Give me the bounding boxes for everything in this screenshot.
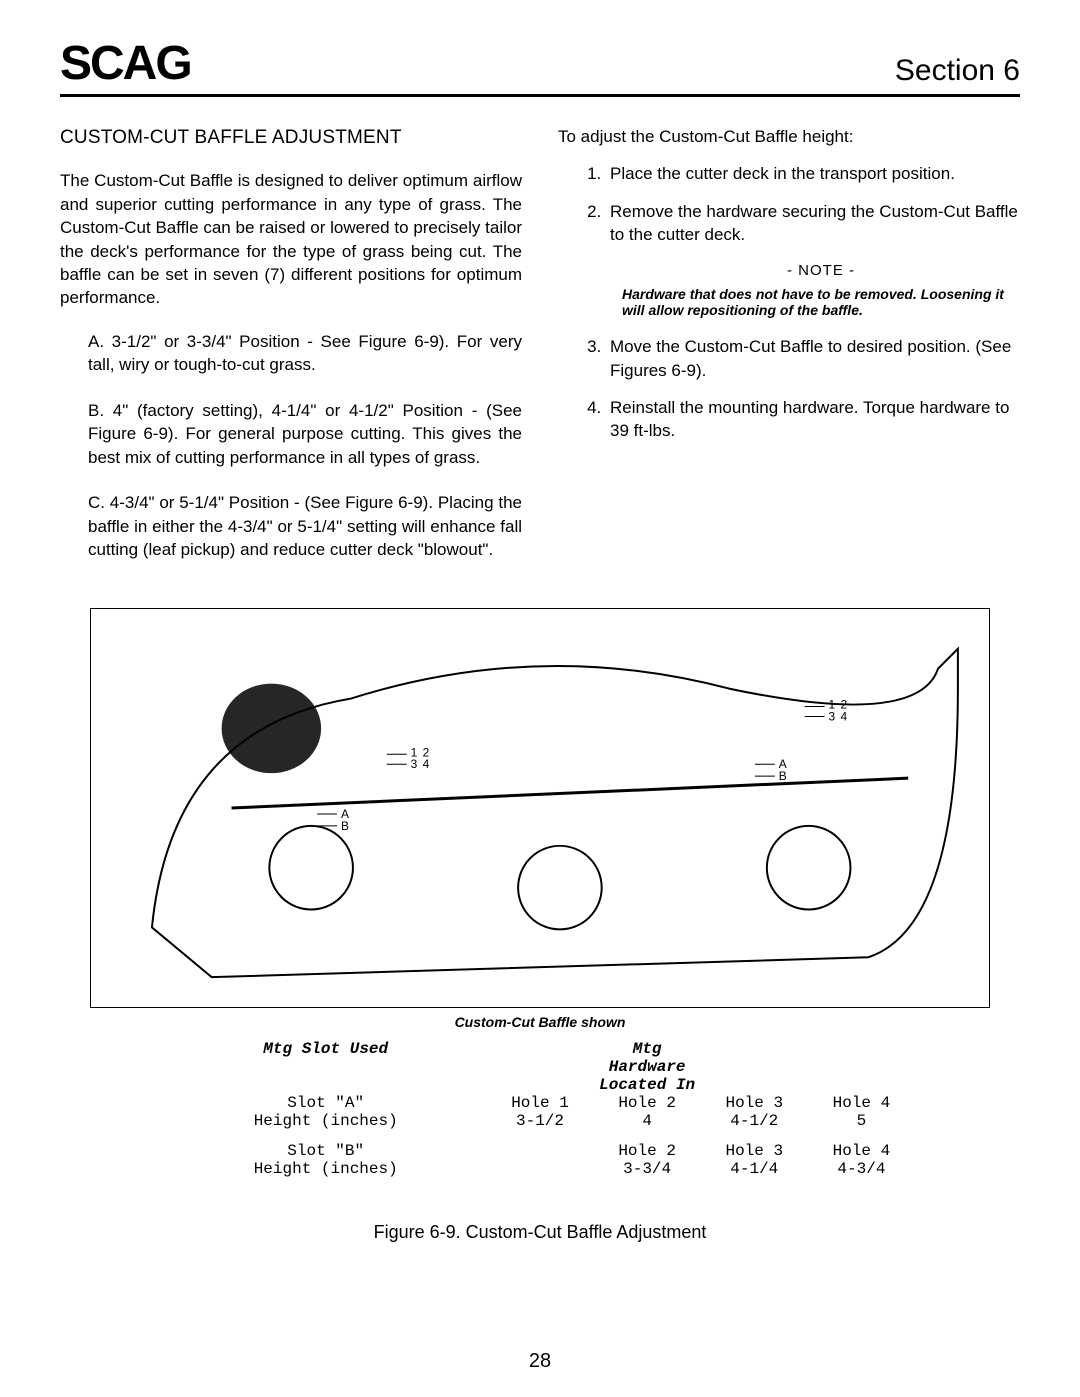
- subsection-title: CUSTOM-CUT BAFFLE ADJUSTMENT: [60, 125, 522, 151]
- cell: Hole 2: [594, 1142, 701, 1160]
- baffle-label: Custom-Cut Baffle shown: [60, 1014, 1020, 1030]
- step-3: Move the Custom-Cut Baffle to desired po…: [606, 335, 1020, 382]
- svg-text:3: 3: [411, 757, 418, 771]
- section-label: Section 6: [895, 54, 1020, 88]
- height-label-b: Height (inches): [165, 1160, 486, 1178]
- cell: Hole 1: [486, 1094, 593, 1112]
- procedure-steps-cont: Move the Custom-Cut Baffle to desired po…: [606, 335, 1020, 443]
- cell: Hole 2: [594, 1094, 701, 1112]
- cell: 3-1/2: [486, 1112, 593, 1130]
- cell: [486, 1160, 593, 1178]
- svg-text:3: 3: [829, 709, 836, 723]
- table-row: Height (inches) 3-3/4 4-1/4 4-3/4: [165, 1160, 915, 1178]
- cell: 4-1/2: [701, 1112, 808, 1130]
- step-4: Reinstall the mounting hardware. Torque …: [606, 396, 1020, 443]
- cell: 3-3/4: [594, 1160, 701, 1178]
- cell: [486, 1142, 593, 1160]
- right-column: To adjust the Custom-Cut Baffle height: …: [558, 125, 1020, 584]
- table-heading-left: Mtg Slot Used: [165, 1040, 486, 1094]
- cell: 4-1/4: [701, 1160, 808, 1178]
- svg-text:4: 4: [423, 757, 430, 771]
- table-row: Slot "B" Hole 2 Hole 3 Hole 4: [165, 1142, 915, 1160]
- step-1: Place the cutter deck in the transport p…: [606, 162, 1020, 185]
- cell: Hole 3: [701, 1094, 808, 1112]
- table-heading-right: Mtg Hardware Located In: [594, 1040, 701, 1094]
- figure-6-9: 12 34 A B 12 34 A B: [60, 608, 1020, 1243]
- figure-caption: Figure 6-9. Custom-Cut Baffle Adjustment: [60, 1222, 1020, 1243]
- svg-text:4: 4: [840, 709, 847, 723]
- cell: 4-3/4: [808, 1160, 915, 1178]
- intro-paragraph: The Custom-Cut Baffle is designed to del…: [60, 169, 522, 310]
- procedure-steps: Place the cutter deck in the transport p…: [606, 162, 1020, 246]
- cell: Hole 3: [701, 1142, 808, 1160]
- note-block: - NOTE - Hardware that does not have to …: [622, 261, 1020, 319]
- step-2: Remove the hardware securing the Custom-…: [606, 200, 1020, 247]
- svg-text:B: B: [341, 818, 349, 832]
- table-row: Height (inches) 3-1/2 4 4-1/2 5: [165, 1112, 915, 1130]
- brand-logo: SCAG: [60, 40, 191, 88]
- slot-a-label: Slot "A": [165, 1094, 486, 1112]
- cell: Hole 4: [808, 1142, 915, 1160]
- header-bar: SCAG Section 6: [60, 40, 1020, 97]
- height-label-a: Height (inches): [165, 1112, 486, 1130]
- note-heading: - NOTE -: [622, 261, 1020, 282]
- slot-b-label: Slot "B": [165, 1142, 486, 1160]
- cell: 4: [594, 1112, 701, 1130]
- settings-table: Mtg Slot Used Mtg Hardware Located In Sl…: [165, 1040, 915, 1178]
- page-number: 28: [0, 1350, 1080, 1373]
- setting-desc-b: B. 4" (factory setting), 4-1/4" or 4-1/2…: [88, 399, 522, 469]
- setting-desc-c: C. 4-3/4" or 5-1/4" Position - (See Figu…: [88, 491, 522, 561]
- procedure-lead: To adjust the Custom-Cut Baffle height:: [558, 125, 1020, 148]
- left-column: CUSTOM-CUT BAFFLE ADJUSTMENT The Custom-…: [60, 125, 522, 584]
- setting-desc-a: A. 3-1/2" or 3-3/4" Position - See Figur…: [88, 330, 522, 377]
- body-columns: CUSTOM-CUT BAFFLE ADJUSTMENT The Custom-…: [60, 125, 1020, 584]
- svg-text:B: B: [779, 769, 787, 783]
- cutter-deck-diagram: 12 34 A B 12 34 A B: [90, 608, 990, 1008]
- table-row: Slot "A" Hole 1 Hole 2 Hole 3 Hole 4: [165, 1094, 915, 1112]
- cell: Hole 4: [808, 1094, 915, 1112]
- cell: 5: [808, 1112, 915, 1130]
- note-body: Hardware that does not have to be remove…: [622, 286, 1020, 320]
